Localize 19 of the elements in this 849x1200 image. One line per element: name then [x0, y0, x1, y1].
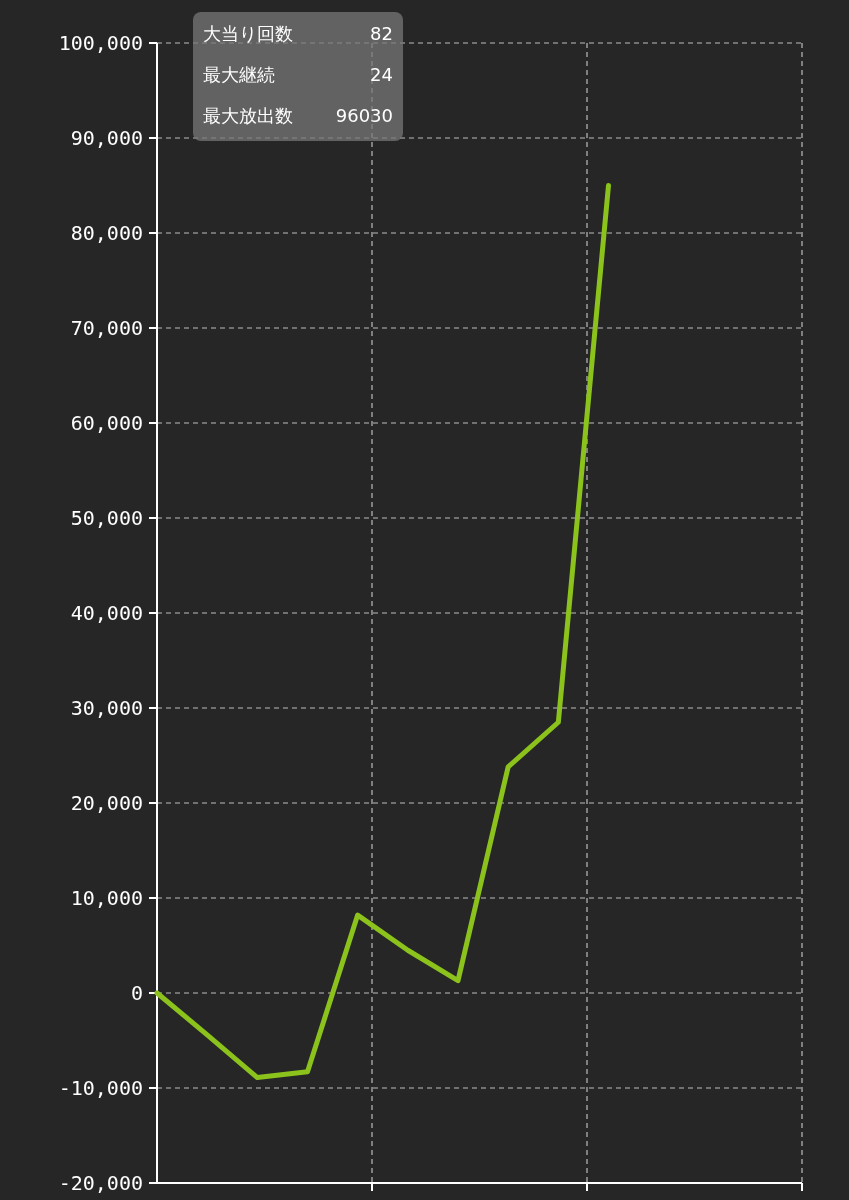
y-tick-label: 70,000	[70, 316, 143, 340]
y-tick-label: 100,000	[58, 31, 143, 55]
annotation: 96030	[335, 105, 393, 126]
y-tick-label: 0	[130, 981, 143, 1005]
annotation: 82	[370, 23, 393, 44]
y-tick-label: 60,000	[70, 411, 143, 435]
y-tick-label: 30,000	[70, 696, 143, 720]
y-tick-label: -10,000	[58, 1076, 143, 1100]
y-tick-label: 10,000	[70, 886, 143, 910]
annotation: 大当り回数	[203, 23, 293, 44]
annotation: 最大放出数	[203, 105, 293, 126]
y-tick-label: 90,000	[70, 126, 143, 150]
y-tick-label: 20,000	[70, 791, 143, 815]
y-tick-label: 80,000	[70, 221, 143, 245]
y-tick-label: -20,000	[58, 1171, 143, 1195]
annotation: 24	[370, 64, 393, 85]
annotation: 最大継続	[203, 64, 275, 85]
y-tick-label: 50,000	[70, 506, 143, 530]
y-tick-label: 40,000	[70, 601, 143, 625]
